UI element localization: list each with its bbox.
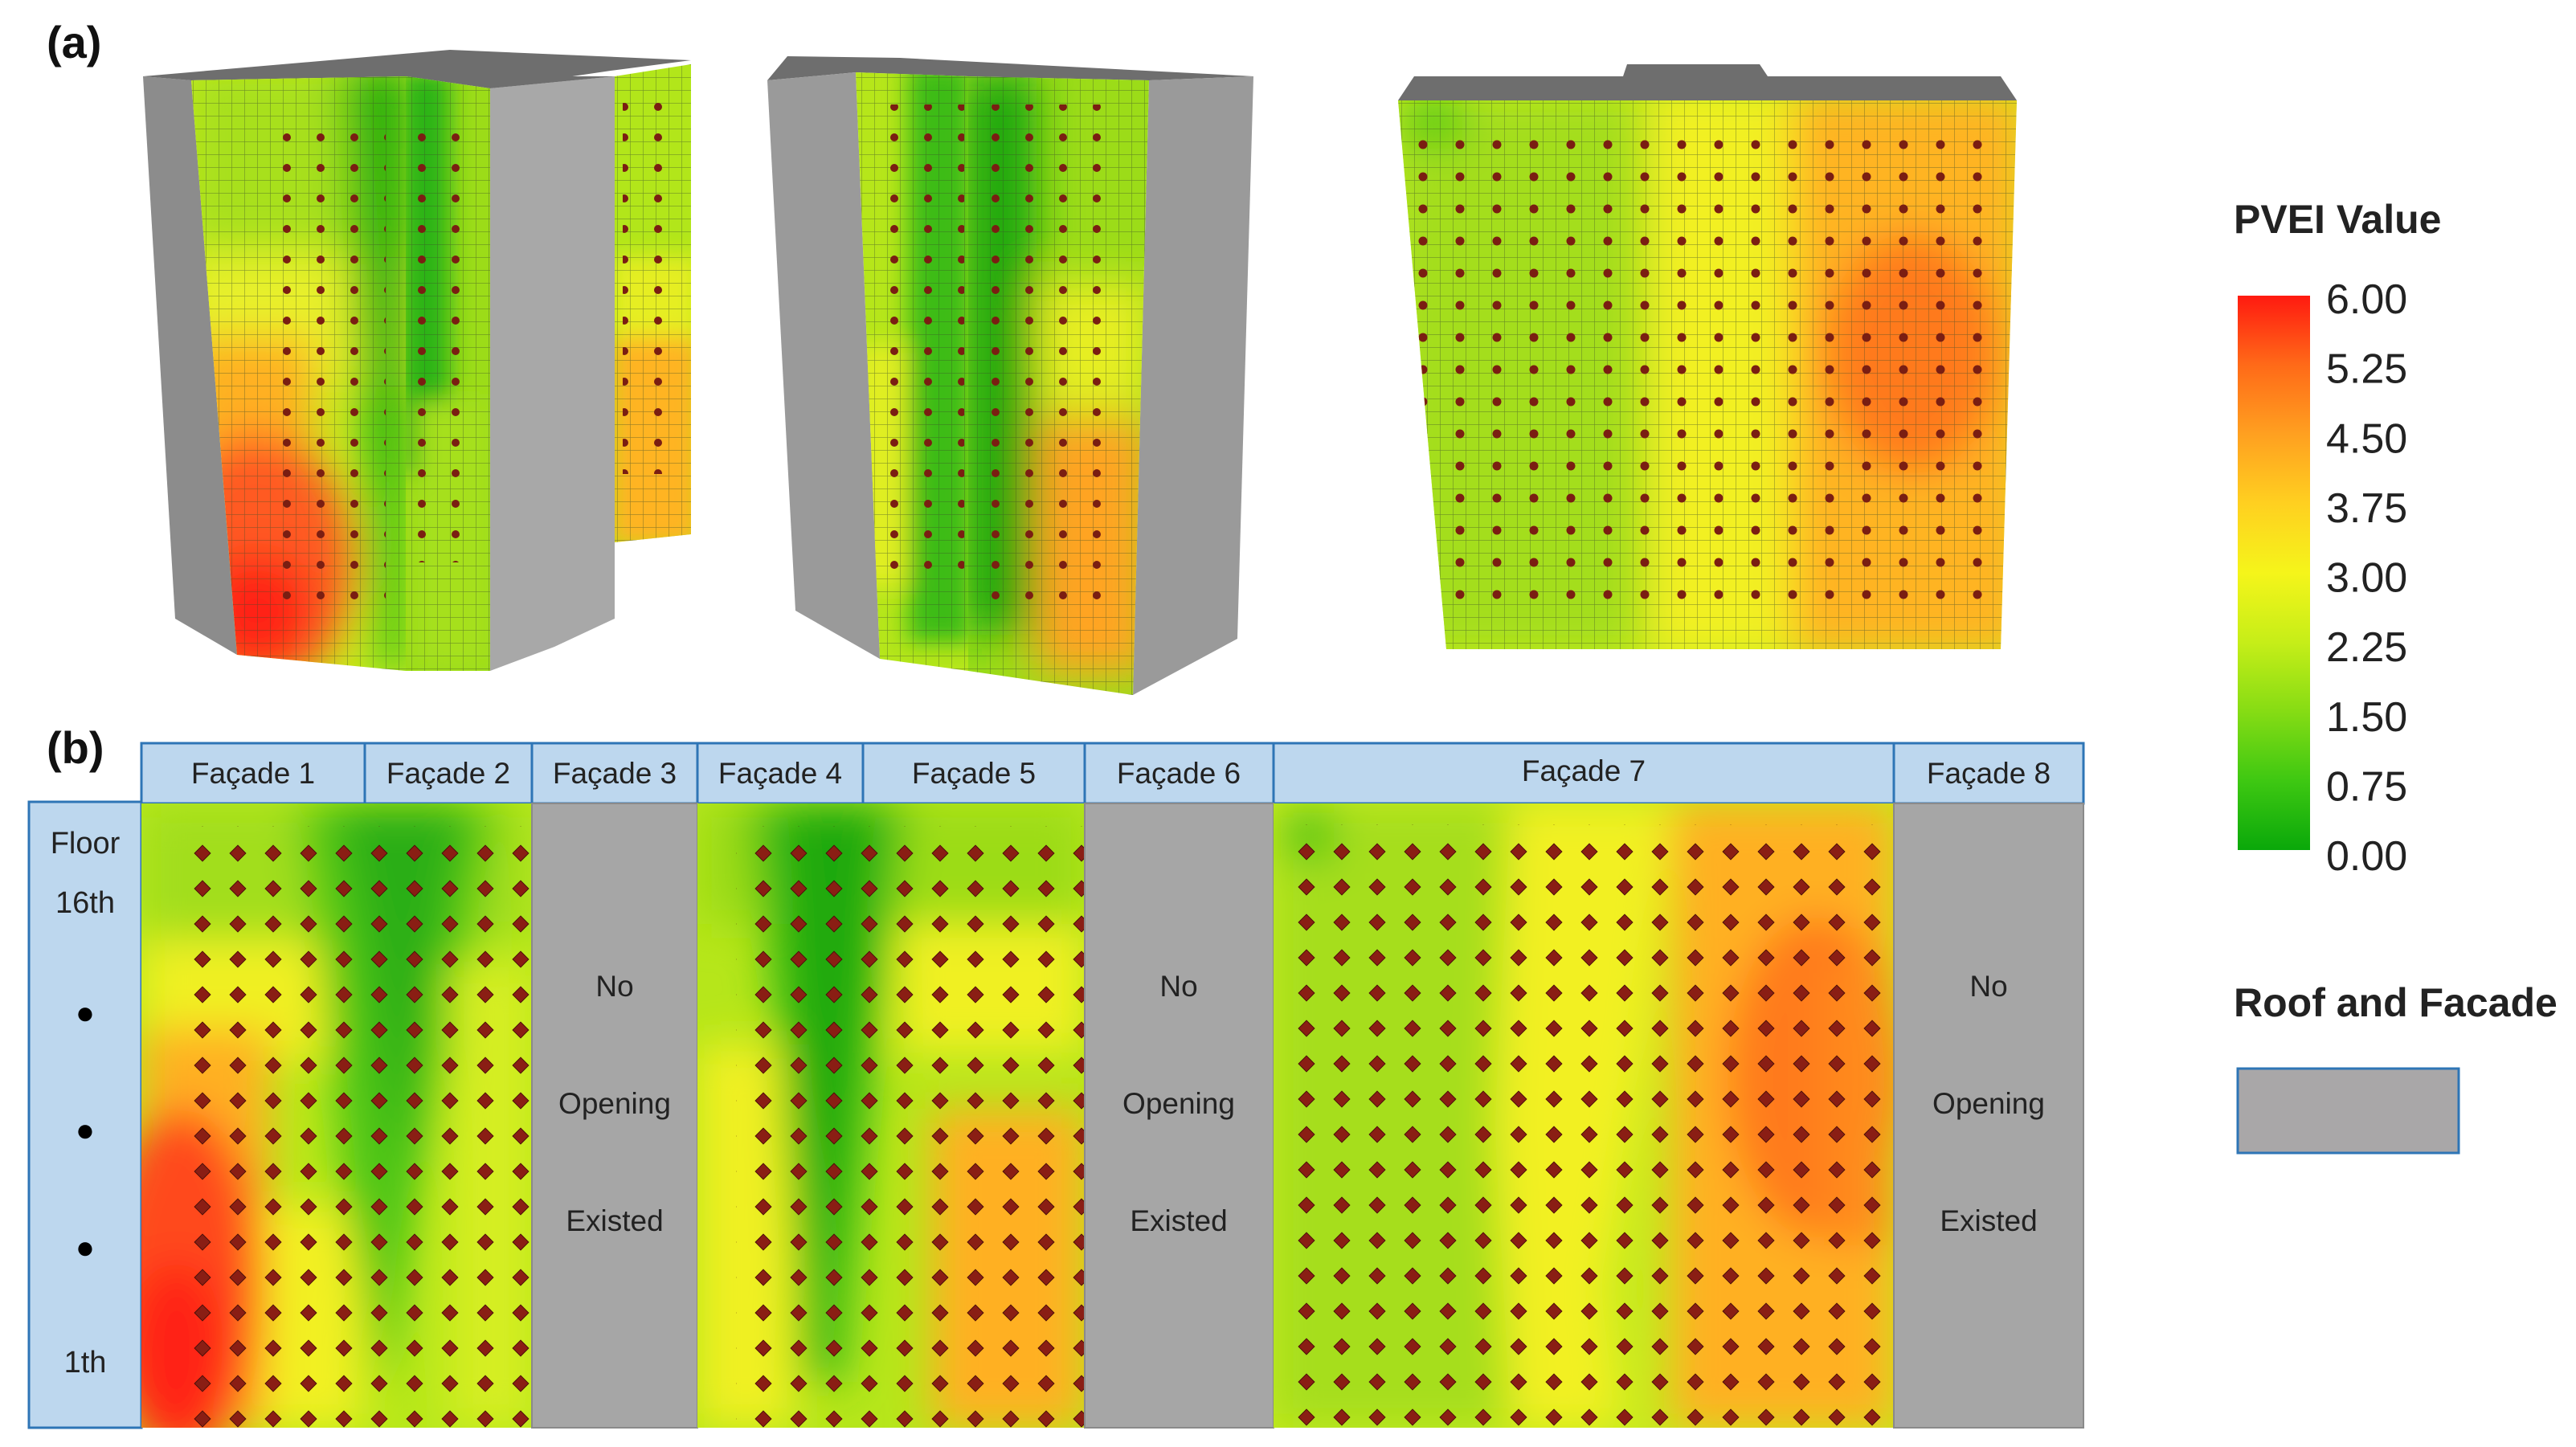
- facade-8-text-opening: Opening: [1932, 1087, 2045, 1120]
- legend: PVEI Value 6.00 5.25 4.50 3.75 3.00 2.25 1.50 0…: [2234, 197, 2558, 1155]
- facade-6-text-existed: Existed: [1130, 1204, 1227, 1237]
- legend-tick-1: 5.25: [2326, 346, 2407, 393]
- legend-surface-swatch: [2236, 1067, 2460, 1155]
- legend-tick-0: 6.00: [2326, 276, 2407, 323]
- legend-tick-7: 0.75: [2326, 763, 2407, 810]
- facade-3-no-opening: [531, 803, 698, 1429]
- header-facade-4: Façade 4: [718, 757, 842, 790]
- facade-3-text-opening: Opening: [558, 1087, 671, 1120]
- header-cell-facade-3: [530, 742, 699, 805]
- header-facade-1: Façade 1: [191, 757, 315, 790]
- floor-axis-column: [27, 800, 143, 1429]
- facade-6-text-no: No: [1159, 970, 1197, 1003]
- facade-8-text-existed: Existed: [1940, 1204, 2037, 1237]
- heatmap-facade-7: [1274, 803, 1894, 1428]
- floor-16th-label: 16th: [55, 886, 115, 920]
- heatmap-facade-1-2: [141, 803, 532, 1428]
- legend-tick-4: 3.00: [2326, 555, 2407, 602]
- floor-dot-3: ●: [76, 1230, 95, 1265]
- building-1-side: [143, 76, 237, 655]
- header-cell-facade-8: [1892, 742, 2085, 805]
- building-2-side-left: [767, 72, 880, 659]
- header-facade-6: Façade 6: [1117, 757, 1241, 790]
- legend-tick-3: 3.75: [2326, 485, 2407, 532]
- facade-3-text-no: No: [595, 970, 633, 1003]
- facade-6-no-opening: [1084, 803, 1274, 1429]
- legend-colorbar: [2238, 296, 2310, 850]
- building-1-facade-2: [406, 76, 490, 671]
- building-3-roof: [1398, 64, 2017, 100]
- header-facade-7: Façade 7: [1522, 754, 1646, 787]
- legend-tick-2: 4.50: [2326, 415, 2407, 462]
- building-2-roof: [767, 56, 1253, 80]
- legend-title: PVEI Value: [2234, 197, 2441, 242]
- header-facade-5: Façade 5: [912, 757, 1036, 790]
- header-facade-3: Façade 3: [553, 757, 677, 790]
- facade-8-no-opening: [1893, 803, 2084, 1429]
- building-2-facade-5: [968, 76, 1149, 695]
- facade-header-row: Façade 1 Façade 2 Façade 3 Façade 4 Faça…: [140, 742, 2085, 805]
- building-2: [767, 56, 1253, 695]
- building-3: [1398, 64, 2017, 649]
- header-cell-facade-1: [140, 742, 366, 805]
- legend-tick-5: 2.25: [2326, 624, 2407, 671]
- legend-tick-6: 1.50: [2326, 694, 2407, 741]
- floor-dot-2: ●: [76, 1113, 95, 1148]
- legend-surface-label: Roof and Facade: [2234, 980, 2558, 1025]
- floor-dot-1: ●: [76, 995, 95, 1031]
- building-1-facade-3: [615, 64, 691, 542]
- panel-b-label: (b): [47, 722, 104, 773]
- legend-tick-8: 0.00: [2326, 833, 2407, 880]
- header-cell-facade-6: [1083, 742, 1275, 805]
- header-cell-facade-7: [1272, 742, 1895, 805]
- facade-3-text-existed: Existed: [566, 1204, 663, 1237]
- floor-label: Floor: [51, 827, 121, 860]
- facade-6-text-opening: Opening: [1122, 1087, 1235, 1120]
- facade-8-text-no: No: [1969, 970, 2007, 1003]
- header-cell-facade-2: [363, 742, 534, 805]
- header-facade-8: Façade 8: [1927, 757, 2051, 790]
- heatmap-facade-4-5: [697, 803, 1085, 1428]
- building-1: [143, 50, 691, 671]
- building-1-tower: [490, 76, 615, 671]
- building-2-side-right: [1133, 76, 1253, 695]
- header-cell-facade-4: [696, 742, 865, 805]
- floor-1th-label: 1th: [64, 1346, 107, 1380]
- legend-tick-labels: 6.00 5.25 4.50 3.75 3.00 2.25 1.50 0.75 0.00: [2326, 276, 2407, 880]
- panel-a-label: (a): [47, 17, 102, 67]
- building-3-facade-7: [1398, 100, 2017, 649]
- header-facade-2: Façade 2: [386, 757, 510, 790]
